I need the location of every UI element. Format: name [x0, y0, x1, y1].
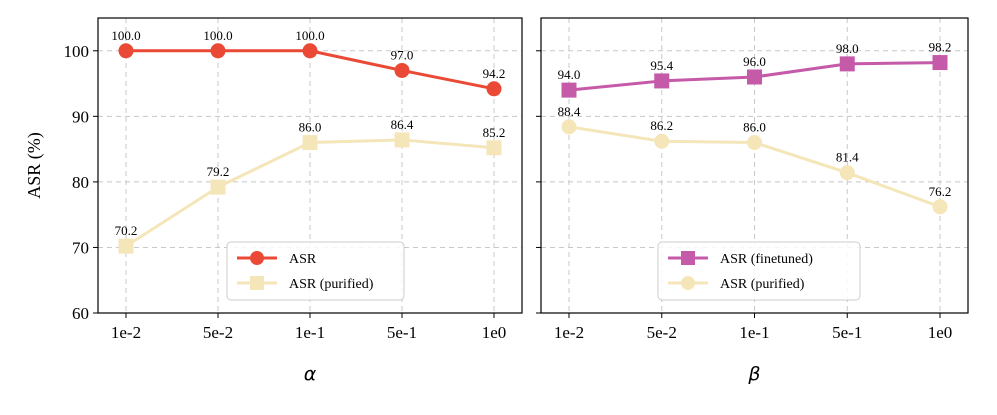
x-axis-label: α: [304, 363, 317, 385]
legend-label: ASR: [289, 252, 317, 267]
x-tick-label: 5e-1: [387, 323, 417, 342]
y-tick-label: 60: [72, 304, 89, 323]
legend-label: ASR (purified): [289, 277, 374, 292]
data-label: 95.4: [650, 58, 673, 73]
data-label: 70.2: [115, 223, 138, 238]
legend-marker: [681, 276, 695, 290]
data-label: 98.0: [836, 41, 859, 56]
legend-label: ASR (purified): [720, 277, 805, 292]
series-asr-purified: [118, 132, 502, 254]
data-point: [302, 135, 318, 151]
data-point: [654, 73, 670, 89]
data-point: [747, 69, 762, 85]
y-tick-label: 90: [72, 107, 89, 126]
data-point: [210, 179, 226, 195]
x-tick-label: 5e-2: [203, 323, 233, 342]
data-point: [932, 199, 948, 215]
x-tick-label: 1e-1: [739, 323, 769, 342]
data-label: 85.2: [483, 125, 506, 140]
data-label: 100.0: [295, 28, 324, 43]
data-point: [118, 43, 134, 59]
y-tick-label: 100: [64, 42, 90, 61]
x-tick-label: 5e-1: [832, 323, 862, 342]
legend-label: ASR (finetuned): [720, 252, 813, 267]
legend-marker: [250, 251, 264, 265]
data-point: [394, 132, 410, 148]
data-label: 100.0: [111, 28, 140, 43]
data-label: 86.2: [650, 118, 673, 133]
data-label: 86.0: [743, 120, 766, 135]
data-label: 94.2: [483, 66, 506, 81]
chart-panel-2: 94.0 95.4 96.0 98.0 98.2 88.4 86.2 86.0 81.4 76.2…: [536, 17, 969, 385]
data-label: 88.4: [558, 104, 581, 119]
data-label: 97.0: [391, 47, 414, 62]
x-tick-label: 1e0: [928, 323, 953, 342]
data-point: [210, 43, 226, 59]
y-tick-label: 70: [72, 238, 89, 257]
y-axis-label: ASR (%): [24, 132, 45, 199]
data-point: [561, 82, 577, 98]
data-point: [394, 62, 410, 78]
legend: ASR ASR (purified): [226, 241, 405, 301]
series-asr-finetuned: [561, 55, 948, 98]
chart-panel-1: 100.0 100.0 100.0 97.0 94.2 70.2 79.2 86.0 86.4 8…: [24, 17, 523, 385]
data-label: 94.0: [558, 67, 581, 82]
data-point: [486, 140, 502, 156]
data-label: 86.0: [299, 120, 322, 135]
data-label: 98.2: [929, 40, 952, 55]
data-point: [747, 135, 762, 151]
data-label: 81.4: [836, 150, 859, 165]
legend-marker: [681, 251, 695, 265]
data-label: 100.0: [203, 28, 232, 43]
x-tick-label: 1e-2: [111, 323, 141, 342]
x-tick-label: 5e-2: [647, 323, 677, 342]
legend-box: [657, 241, 861, 301]
data-point: [118, 238, 134, 254]
series-asr-purified: [561, 119, 948, 215]
data-label: 79.2: [207, 164, 230, 179]
y-tick-label: 80: [72, 173, 89, 192]
data-point: [839, 165, 855, 181]
data-label: 86.4: [391, 117, 414, 132]
data-point: [654, 133, 670, 149]
data-point: [932, 55, 948, 71]
data-point: [486, 81, 502, 97]
legend-marker: [250, 276, 264, 290]
data-label: 96.0: [743, 54, 766, 69]
data-point: [839, 56, 855, 72]
data-point: [561, 119, 577, 135]
x-tick-label: 1e-1: [295, 323, 325, 342]
legend: ASR (finetuned) ASR (purified): [657, 241, 861, 301]
x-axis-label: β: [747, 363, 760, 385]
series-asr: [118, 43, 502, 97]
data-label: 76.2: [929, 184, 952, 199]
x-tick-label: 1e-2: [554, 323, 584, 342]
data-point: [302, 43, 318, 59]
x-tick-label: 1e0: [482, 323, 507, 342]
